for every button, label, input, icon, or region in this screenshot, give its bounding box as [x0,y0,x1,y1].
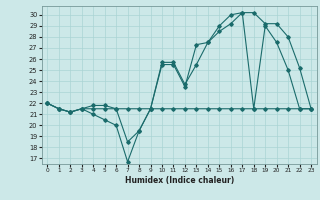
X-axis label: Humidex (Indice chaleur): Humidex (Indice chaleur) [124,176,234,185]
